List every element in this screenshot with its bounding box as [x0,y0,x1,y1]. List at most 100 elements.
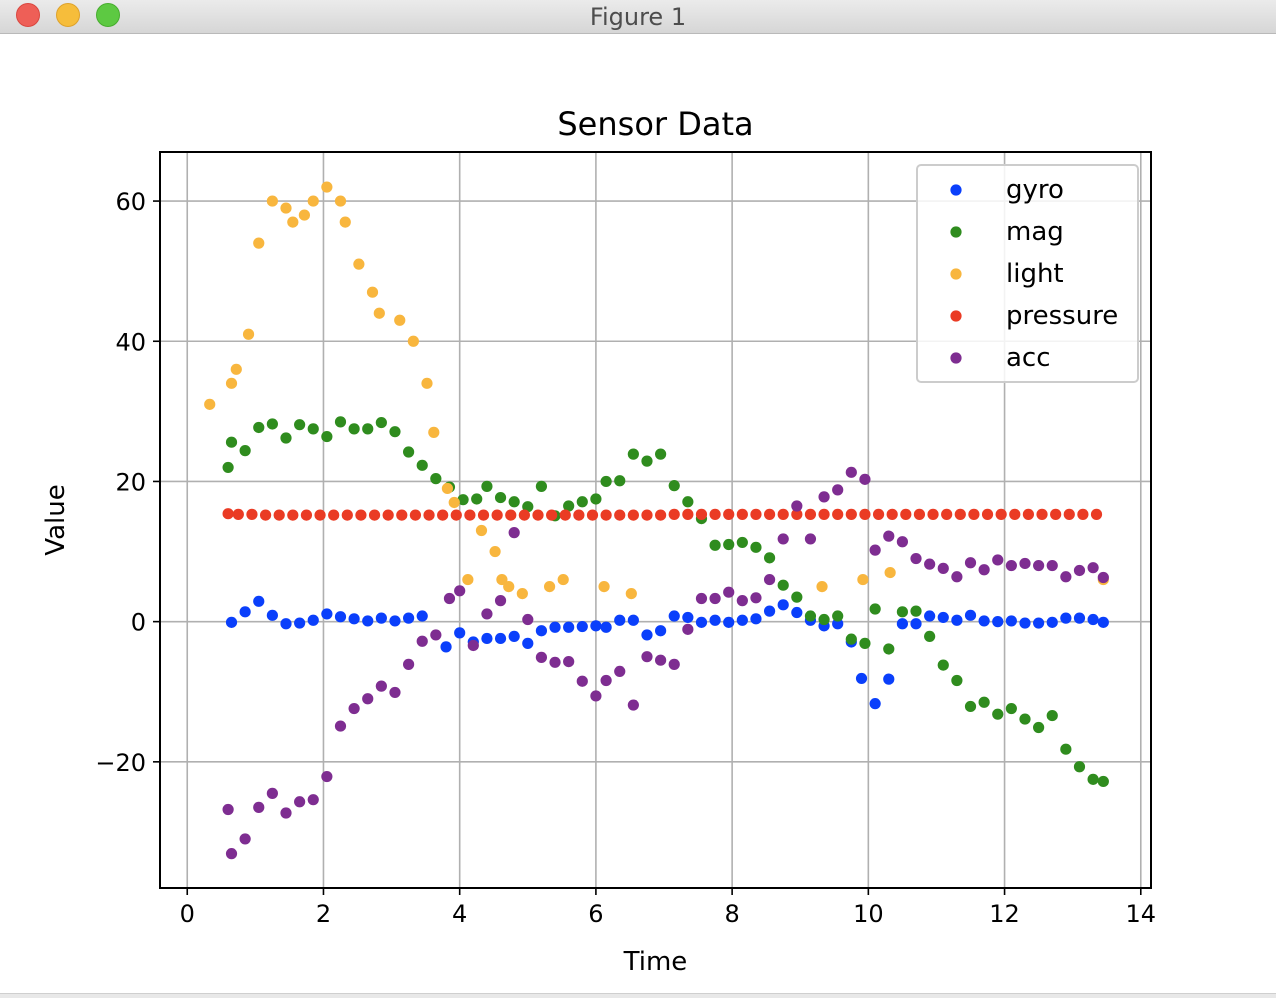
pressure-point [927,508,939,520]
mag-point [334,416,347,428]
mag-point [430,473,442,485]
pressure-point [505,509,517,521]
pressure-point [437,509,449,521]
pressure-point [641,509,653,521]
gyro-point [883,673,895,685]
mag-point [280,432,292,444]
light-point [266,195,278,207]
gyro-point [239,606,251,618]
pressure-point [600,509,612,521]
series-gyro [225,595,1109,710]
acc-point [334,720,347,732]
gyro-point [924,610,936,622]
x-tick-label: 10 [853,900,884,928]
gyro-point [668,610,680,622]
pressure-point [246,508,258,520]
mag-point [590,493,602,505]
legend-box [916,164,1139,383]
mag-point [348,423,360,435]
pressure-point [981,508,994,520]
mag-point [1060,743,1072,755]
gyro-point [535,625,548,637]
mag-point [763,552,776,564]
pressure-point [1090,508,1103,520]
mag-point [253,421,265,434]
mag-point [924,630,936,642]
acc-point [924,558,936,570]
mag-point [910,605,922,617]
light-point [598,580,610,593]
mag-point [471,493,483,505]
light-point [394,314,406,326]
pressure-point [723,508,735,520]
mag-point [535,480,548,492]
acc-point [682,623,694,635]
y-axis-label: Value [41,484,71,555]
minimize-button[interactable] [56,3,80,27]
light-point [253,237,265,249]
gyro-point [777,599,789,611]
pressure-point [232,508,244,520]
mag-point [750,541,762,553]
acc-point [416,635,428,647]
mag-point [614,475,626,487]
mag-point [225,436,238,448]
gyro-point [763,605,776,617]
mag-point [655,448,667,460]
gyro-point [454,627,466,639]
gyro-point [937,611,949,624]
x-axis-label: Time [623,947,688,977]
acc-point [522,613,534,626]
acc-point [1046,559,1058,572]
mag-point [494,491,507,504]
gyro-point [494,632,507,645]
acc-point [804,533,817,545]
gyro-point [1087,613,1099,626]
gyro-point [1033,617,1045,629]
light-point [503,580,515,593]
mag-point [389,426,401,438]
mag-point [1005,702,1017,715]
pressure-point [832,508,844,520]
mag-point [362,423,374,435]
window-titlebar[interactable]: Figure 1 [0,0,1276,34]
pressure-point [627,509,639,521]
mag-point [1033,721,1045,734]
light-point [307,195,319,207]
mag-point [307,423,319,435]
pressure-point [259,509,272,521]
pressure-point [859,508,871,520]
mag-point [321,430,333,443]
pressure-point [396,509,408,521]
gyro-point [614,614,626,626]
legend-label-light: light [1006,259,1064,289]
mag-point [869,603,881,615]
acc-point [375,680,387,692]
mag-point [481,480,493,492]
acc-point [294,796,306,808]
light-point [475,524,488,537]
mag-point [403,446,415,458]
acc-point [239,833,251,845]
acc-point [1097,571,1109,584]
zoom-button[interactable] [96,3,120,27]
gyro-point [522,637,534,649]
acc-point [222,803,234,816]
pressure-point [423,509,435,521]
gyro-point [1073,612,1086,624]
acc-point [1073,564,1086,577]
legend-label-acc: acc [1006,343,1051,373]
acc-point [655,654,667,666]
x-tick-label: 0 [180,900,195,928]
acc-point [535,651,548,663]
x-tick-label: 2 [316,900,331,928]
close-button[interactable] [16,3,40,27]
gyro-point [334,611,347,623]
gyro-point [321,608,333,620]
acc-point [1033,559,1045,572]
pressure-point [355,509,367,521]
pressure-point [586,509,599,521]
light-point [489,545,501,558]
mag-point [375,416,387,429]
